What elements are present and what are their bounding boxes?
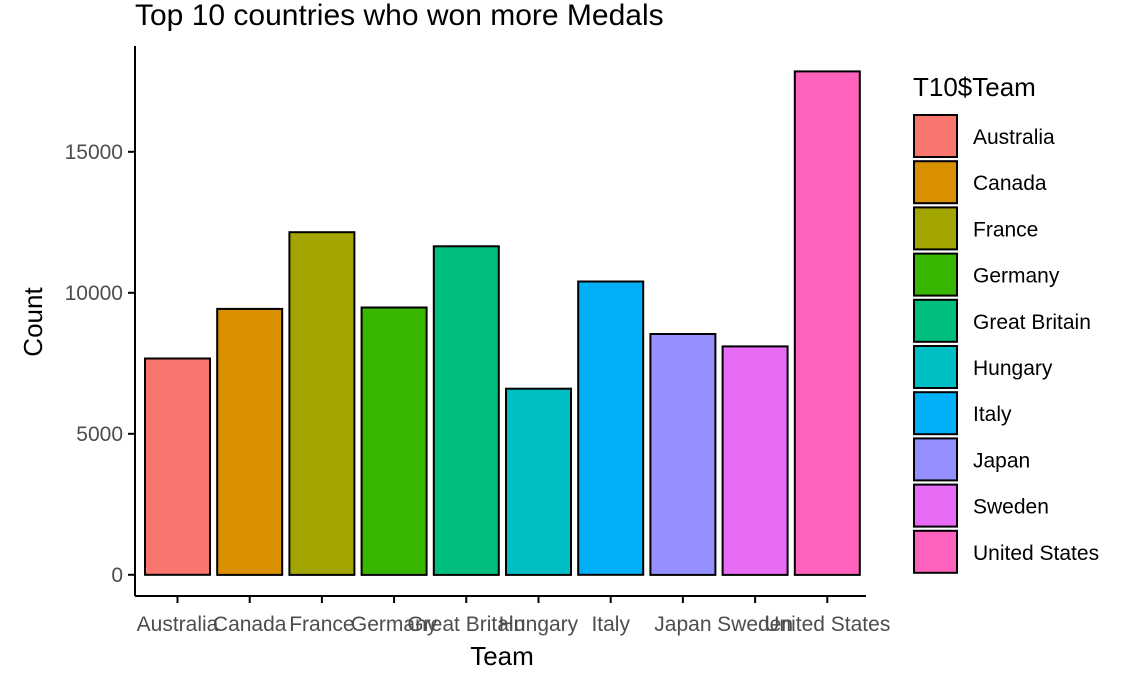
- x-axis-title: Team: [470, 641, 534, 671]
- x-tick-label: Japan: [654, 613, 711, 636]
- bar-australia: [144, 357, 211, 576]
- legend-key: [913, 252, 958, 297]
- bar-sweden: [721, 345, 789, 576]
- x-tick-label: Canada: [213, 613, 287, 636]
- legend-key: [913, 391, 958, 436]
- y-ticks-group: 0 5000 10000 15000: [65, 141, 135, 587]
- x-tick-label: United States: [764, 613, 890, 636]
- x-tick-label: Australia: [137, 613, 219, 636]
- legend-label: Japan: [973, 449, 1030, 472]
- y-tick-label: 15000: [65, 141, 123, 164]
- legend-key: [913, 160, 958, 205]
- x-tick-label: France: [289, 613, 354, 636]
- bar-germany: [360, 306, 428, 576]
- legend-label: France: [973, 218, 1038, 241]
- legend-label: United States: [973, 542, 1099, 565]
- bar-canada: [216, 307, 284, 576]
- legend-label: Italy: [973, 403, 1012, 426]
- legend-key: [913, 483, 958, 528]
- bar-france: [288, 231, 356, 576]
- bar-great-britain: [432, 245, 500, 576]
- bar-italy: [577, 280, 645, 576]
- x-tick-label: Sweden: [717, 613, 793, 636]
- legend-items-group: Australia Canada France Germany Great Britai…: [913, 114, 1099, 574]
- legend: T10$Team Australia Canada France Germany Gre…: [913, 72, 1099, 574]
- legend-label: Great Britain: [973, 311, 1091, 334]
- y-tick-label: 0: [111, 564, 123, 587]
- legend-key: [913, 529, 958, 574]
- legend-label: Canada: [973, 172, 1047, 195]
- x-tick-label: Italy: [591, 613, 630, 636]
- x-tick-label: Hungary: [499, 613, 579, 636]
- x-tick-label: Great Britain: [407, 613, 525, 636]
- bars-group: [144, 70, 861, 576]
- legend-label: Australia: [973, 126, 1055, 149]
- legend-key: [913, 206, 958, 251]
- legend-label: Sweden: [973, 496, 1049, 519]
- y-tick-label: 5000: [76, 423, 123, 446]
- y-axis-title: Count: [18, 287, 48, 357]
- bar-japan: [649, 333, 717, 576]
- y-tick-label: 10000: [65, 282, 123, 305]
- legend-key: [913, 437, 958, 482]
- bar-united-states: [793, 70, 861, 576]
- x-tick-label: Germany: [351, 613, 438, 636]
- legend-label: Hungary: [973, 357, 1053, 380]
- bar-hungary: [505, 387, 572, 576]
- legend-key: [913, 345, 958, 389]
- chart-title: Top 10 countries who won more Medals: [135, 0, 664, 32]
- legend-key: [913, 114, 958, 158]
- legend-title: T10$Team: [913, 72, 1036, 102]
- legend-key: [913, 298, 958, 343]
- legend-label: Germany: [973, 265, 1060, 288]
